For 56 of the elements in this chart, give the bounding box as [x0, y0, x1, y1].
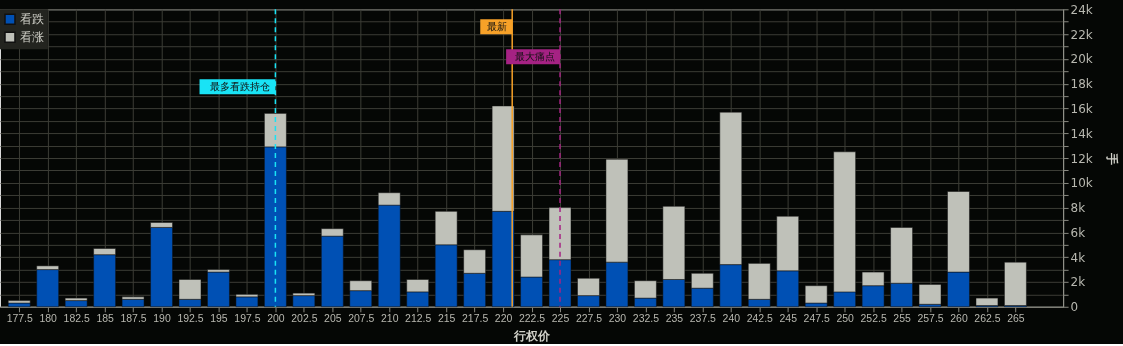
x-tick-label: 207.5 [348, 313, 375, 325]
x-tick-label: 205 [324, 313, 342, 325]
x-tick-label: 180 [39, 313, 58, 325]
x-tick-label: 220 [494, 313, 513, 325]
x-tick-label: 245 [779, 313, 798, 325]
x-tick-label: 255 [893, 313, 911, 325]
x-tick-label: 195 [210, 313, 228, 325]
x-tick-label: 265 [1007, 313, 1025, 325]
ref-line-label: 最多看跌持仓 [210, 80, 271, 92]
x-tick-label: 262.5 [974, 313, 1001, 325]
x-tick-label: 185 [96, 313, 115, 325]
x-tick-label: 237.5 [689, 313, 717, 325]
x-tick-label: 182.5 [63, 313, 90, 325]
x-tick-label: 217.5 [462, 313, 489, 325]
y-tick-label: 12k [1070, 151, 1093, 166]
legend-label: 看涨 [19, 30, 44, 45]
x-tick-label: 190 [153, 313, 171, 325]
x-tick-label: 247.5 [803, 313, 830, 325]
x-tick-label: 240 [722, 313, 741, 325]
x-tick-label: 210 [381, 313, 399, 325]
y-tick-label: 4k [1070, 250, 1086, 265]
x-tick-label: 257.5 [917, 313, 944, 325]
y-tick-label: 24k [1070, 2, 1093, 17]
y-tick-label: 20k [1070, 52, 1093, 67]
y-tick-label: 18k [1070, 77, 1093, 92]
x-tick-label: 222.5 [518, 313, 546, 325]
ref-line-label: 最大痛点 [515, 50, 556, 62]
x-tick-label: 230 [608, 313, 627, 325]
ref-line-label: 最新 [487, 20, 508, 32]
y-tick-label: 14k [1070, 126, 1093, 141]
x-tick-label: 227.5 [575, 313, 603, 325]
x-axis-title: 行权价 [513, 328, 552, 343]
x-tick-label: 177.5 [6, 313, 33, 325]
y-axis-title: 手 [1104, 151, 1119, 165]
x-tick-label: 187.5 [120, 313, 147, 325]
x-tick-label: 202.5 [291, 313, 318, 325]
y-tick-label: 2k [1070, 275, 1086, 290]
x-tick-label: 252.5 [860, 313, 887, 325]
x-tick-label: 212.5 [405, 313, 432, 325]
y-tick-label: 0 [1070, 300, 1079, 315]
y-tick-label: 6k [1070, 225, 1086, 240]
y-tick-label: 10k [1070, 176, 1093, 191]
x-tick-label: 232.5 [632, 313, 660, 325]
x-tick-label: 200 [267, 313, 285, 325]
y-tick-label: 16k [1070, 101, 1093, 116]
x-tick-label: 192.5 [177, 313, 204, 325]
x-tick-label: 225 [551, 313, 570, 325]
y-tick-label: 8k [1070, 201, 1086, 216]
legend-label: 看跌 [19, 12, 44, 27]
y-tick-label: 22k [1070, 27, 1093, 42]
x-tick-label: 242.5 [746, 313, 774, 325]
x-tick-label: 235 [665, 313, 684, 325]
x-tick-label: 250 [836, 313, 855, 325]
x-tick-label: 197.5 [234, 313, 261, 325]
x-tick-label: 215 [437, 313, 456, 325]
x-tick-label: 260 [950, 313, 968, 325]
